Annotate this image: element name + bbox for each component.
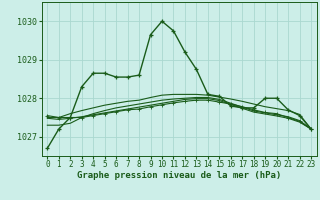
X-axis label: Graphe pression niveau de la mer (hPa): Graphe pression niveau de la mer (hPa): [77, 171, 281, 180]
